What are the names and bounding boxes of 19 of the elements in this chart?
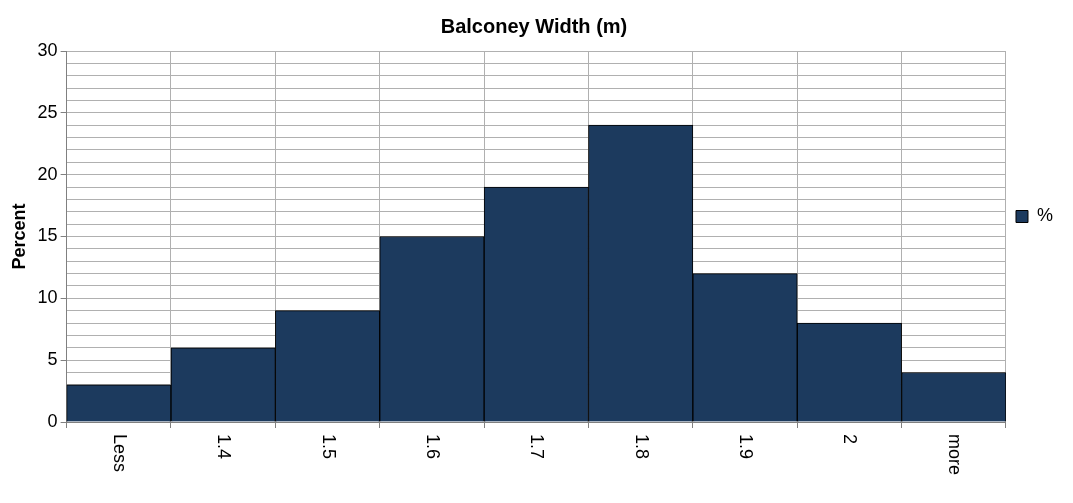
x-tick-label: Less: [109, 434, 130, 473]
y-tick-label: 20: [37, 163, 58, 184]
x-tick-label: 1.9: [736, 434, 757, 460]
x-tick-label: more: [944, 434, 965, 476]
legend-label: %: [1037, 205, 1054, 226]
y-tick-label: 0: [47, 410, 58, 431]
y-tick-label: 15: [37, 225, 58, 246]
y-tick-label: 25: [37, 101, 58, 122]
x-tick-label: 1.7: [527, 434, 548, 460]
x-tick-label: 1.5: [318, 434, 339, 460]
y-tick-label: 10: [37, 287, 58, 308]
x-tick-label: 1.6: [422, 434, 443, 460]
y-tick-label: 5: [47, 349, 58, 370]
y-axis-title: Percent: [8, 203, 29, 270]
x-tick-label: 1.8: [631, 434, 652, 460]
chart-title: Balconey Width (m): [440, 14, 628, 37]
y-tick-label: 30: [37, 39, 58, 60]
x-tick-label: 1.4: [214, 434, 235, 460]
x-tick-label: 2: [840, 434, 861, 445]
